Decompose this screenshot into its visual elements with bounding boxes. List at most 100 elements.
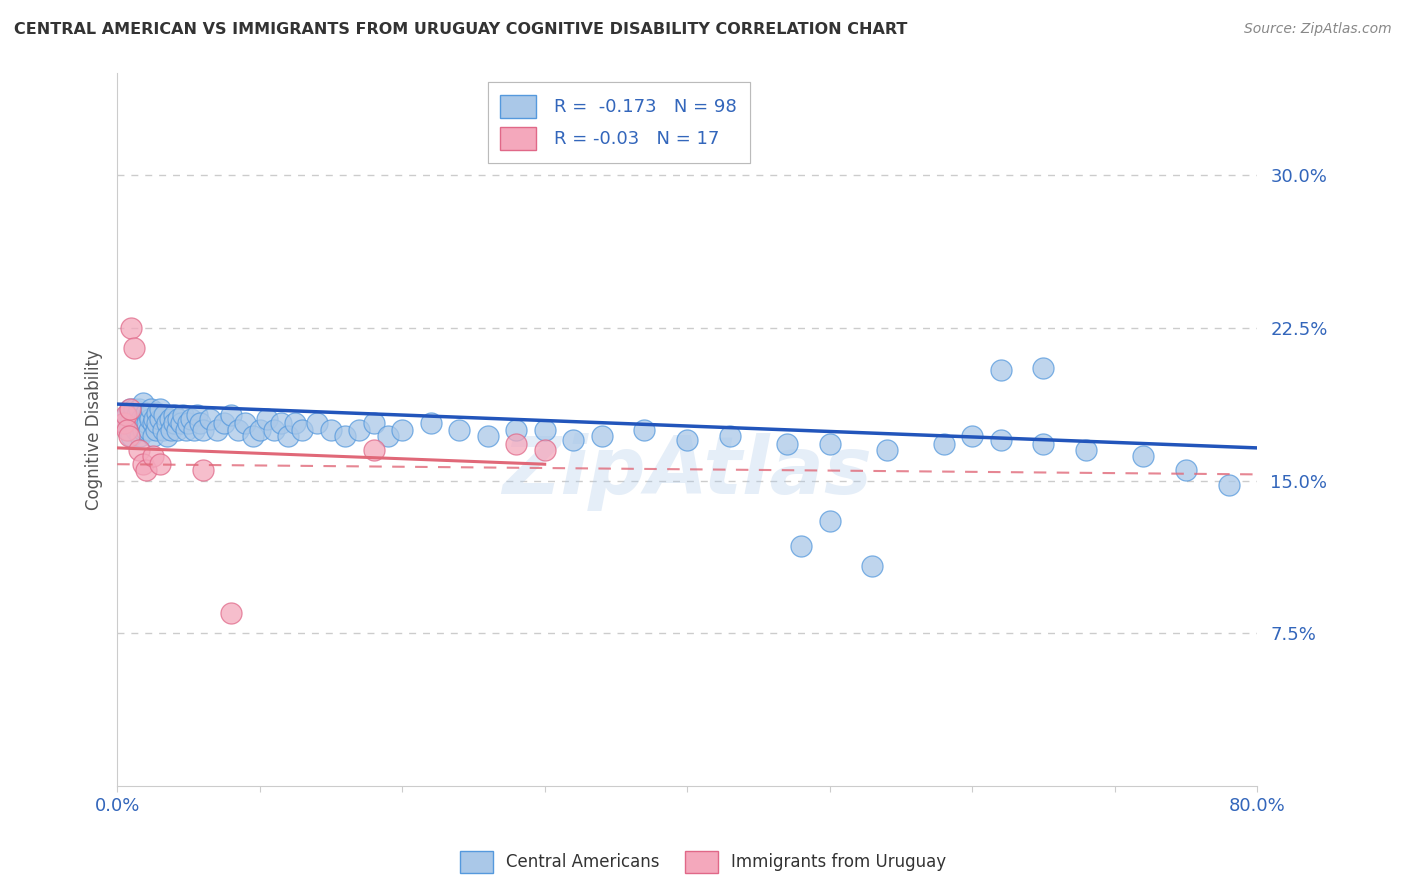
Point (163, 417, 186, 431)
Point (242, 428, 264, 442)
Point (132, 457, 155, 471)
Point (270, 417, 292, 431)
Point (124, 341, 146, 355)
Point (160, 423, 183, 437)
Point (876, 442, 898, 457)
Point (186, 409, 208, 423)
Point (449, 423, 471, 437)
Point (139, 412, 162, 426)
Text: ZipAtlas: ZipAtlas (502, 434, 872, 511)
Point (1218, 477, 1240, 491)
Point (134, 412, 156, 426)
Point (128, 402, 150, 417)
Point (118, 402, 141, 417)
Point (129, 428, 152, 442)
Point (153, 409, 176, 423)
Point (117, 428, 139, 442)
Point (166, 423, 188, 437)
Point (135, 463, 157, 477)
Point (149, 412, 172, 426)
Point (363, 442, 385, 457)
Point (127, 409, 149, 423)
Point (235, 417, 257, 431)
Point (562, 433, 585, 447)
Point (419, 417, 441, 431)
Point (291, 423, 314, 437)
Point (718, 428, 741, 442)
Point (163, 409, 186, 423)
Point (990, 363, 1012, 377)
Point (142, 449, 165, 463)
Y-axis label: Cognitive Disability: Cognitive Disability (86, 349, 103, 510)
Point (156, 417, 179, 431)
Point (159, 412, 181, 426)
Point (256, 412, 278, 426)
Point (1032, 361, 1054, 376)
Point (818, 437, 841, 451)
Point (533, 423, 555, 437)
Point (128, 442, 150, 457)
Point (117, 423, 139, 437)
Point (124, 417, 146, 431)
Point (505, 437, 527, 451)
Point (860, 559, 883, 574)
Point (124, 402, 146, 417)
Point (183, 423, 205, 437)
Point (120, 428, 142, 442)
Point (591, 428, 613, 442)
Point (505, 423, 527, 437)
Point (167, 412, 190, 426)
Point (205, 423, 228, 437)
Point (960, 428, 983, 442)
Point (191, 463, 214, 477)
Point (136, 417, 159, 431)
Point (335, 428, 357, 442)
Point (277, 428, 299, 442)
Point (145, 423, 167, 437)
Point (120, 412, 142, 426)
Point (132, 396, 155, 410)
Point (676, 433, 699, 447)
Point (818, 514, 841, 528)
Point (477, 428, 499, 442)
Point (172, 409, 194, 423)
Point (363, 417, 385, 431)
Point (135, 406, 157, 420)
Legend: Central Americans, Immigrants from Uruguay: Central Americans, Immigrants from Urugu… (453, 845, 953, 880)
Point (284, 417, 307, 431)
Point (149, 402, 172, 417)
Point (132, 423, 155, 437)
Point (319, 423, 342, 437)
Point (932, 437, 955, 451)
Point (115, 409, 138, 423)
Point (125, 423, 148, 437)
Point (1076, 442, 1098, 457)
Point (1174, 463, 1197, 477)
Text: CENTRAL AMERICAN VS IMMIGRANTS FROM URUGUAY COGNITIVE DISABILITY CORRELATION CHA: CENTRAL AMERICAN VS IMMIGRANTS FROM URUG… (14, 22, 907, 37)
Point (212, 417, 235, 431)
Point (174, 423, 197, 437)
Point (141, 402, 163, 417)
Point (128, 417, 150, 431)
Point (249, 423, 271, 437)
Point (146, 406, 169, 420)
Point (156, 428, 179, 442)
Point (633, 423, 655, 437)
Point (391, 423, 413, 437)
Point (112, 417, 135, 431)
Legend: R =  -0.173   N = 98, R = -0.03   N = 17: R = -0.173 N = 98, R = -0.03 N = 17 (488, 82, 749, 162)
Point (990, 433, 1012, 447)
Point (142, 417, 165, 431)
Point (377, 428, 399, 442)
Point (188, 417, 211, 431)
Point (219, 409, 242, 423)
Point (118, 402, 141, 417)
Point (263, 423, 285, 437)
Point (1032, 437, 1054, 451)
Point (146, 417, 169, 431)
Point (115, 423, 138, 437)
Point (138, 409, 160, 423)
Point (135, 423, 157, 437)
Point (177, 417, 200, 431)
Point (790, 539, 813, 553)
